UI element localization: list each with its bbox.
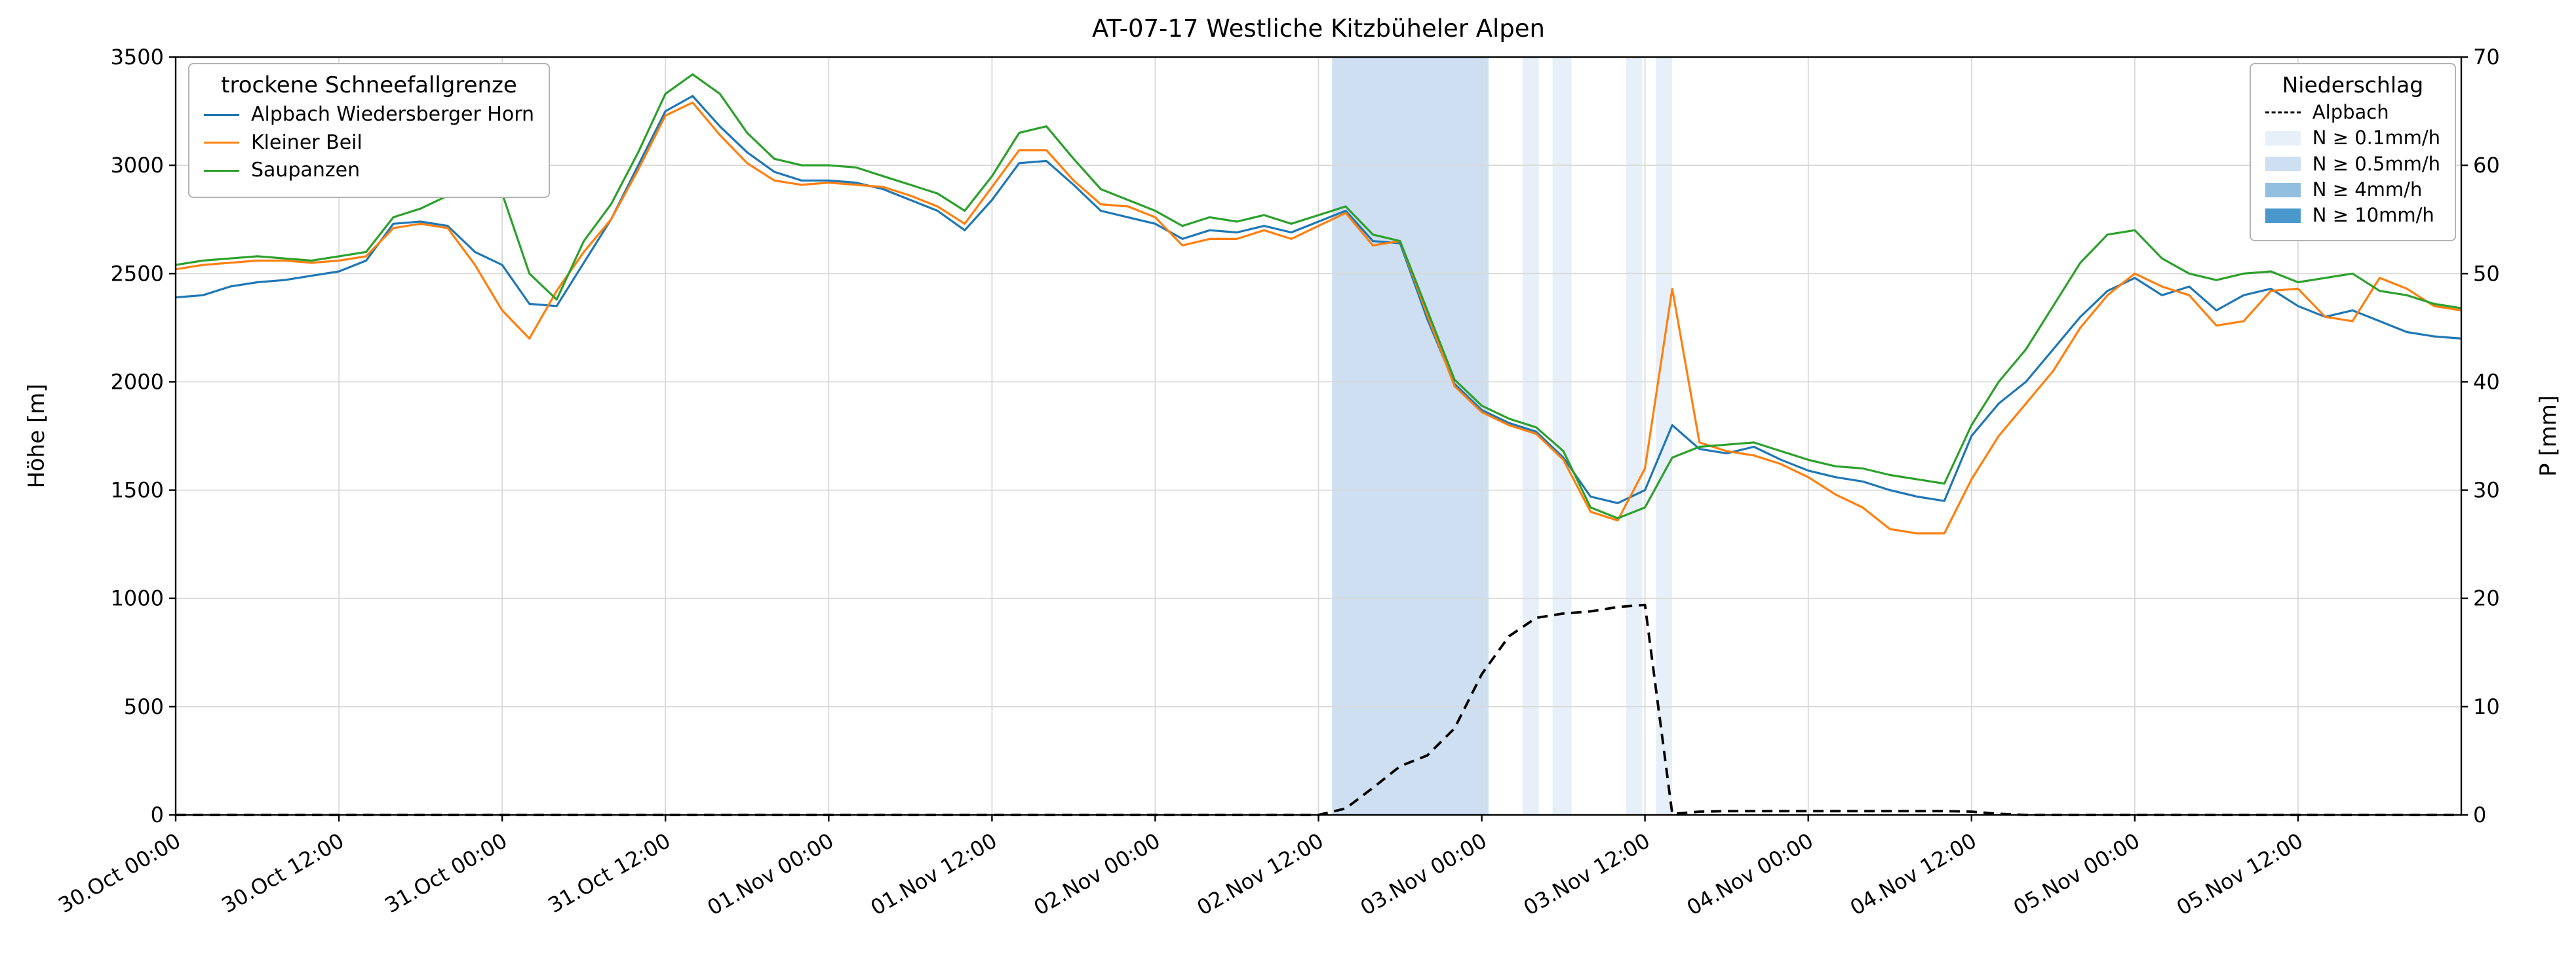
legend-entry: N ≥ 0.1mm/h (2265, 127, 2440, 149)
left-y-tick-label: 0 (151, 802, 164, 827)
left-y-tick-label: 2500 (111, 261, 164, 286)
precip-band (1656, 57, 1673, 815)
x-tick-label: 04.Nov 00:00 (1683, 828, 1818, 920)
legend-label: N ≥ 10mm/h (2312, 204, 2434, 227)
right-y-tick-label: 50 (2473, 261, 2500, 286)
legend-label: N ≥ 4mm/h (2312, 178, 2423, 201)
legend-label: N ≥ 0.1mm/h (2312, 127, 2440, 149)
line-swatch-green (204, 169, 239, 172)
legend-entry: Saupanzen (204, 159, 534, 182)
legend-precipitation: Niederschlag Alpbach N ≥ 0.1mm/h N ≥ 0.5… (2249, 63, 2456, 241)
right-y-tick-label: 40 (2473, 369, 2500, 394)
x-tick-label: 03.Nov 12:00 (1519, 828, 1654, 920)
left-y-tick-label: 2000 (111, 369, 164, 394)
legend-entry: Alpbach Wiedersberger Horn (204, 103, 535, 127)
precip-bands (1332, 57, 1673, 815)
right-y-tick-label: 70 (2473, 45, 2500, 69)
x-tick-label: 01.Nov 00:00 (703, 828, 838, 920)
precip-band (1552, 57, 1572, 815)
legend-label: Alpbach (2312, 101, 2389, 123)
right-y-tick-label: 30 (2473, 478, 2500, 503)
legend-entry: N ≥ 0.5mm/h (2265, 153, 2440, 175)
legend-label: N ≥ 0.5mm/h (2312, 152, 2440, 175)
x-tick-label: 04.Nov 12:00 (1846, 828, 1981, 920)
x-tick-label: 30.Oct 00:00 (54, 828, 185, 918)
line-swatch-blue (204, 113, 239, 116)
left-y-tick-label: 3000 (111, 153, 164, 178)
legend-entry: N ≥ 10mm/h (2265, 205, 2440, 226)
precip-band (1522, 57, 1539, 815)
band-swatch-0-1 (2265, 131, 2301, 146)
dashed-line-swatch (2265, 111, 2301, 114)
chart-title: AT-07-17 Westliche Kitzbüheler Alpen (1091, 14, 1546, 43)
x-tick-label: 31.Oct 00:00 (380, 828, 511, 918)
left-y-tick-label: 1500 (111, 478, 164, 503)
x-tick-label: 05.Nov 12:00 (2172, 828, 2307, 920)
left-y-tick-label: 500 (124, 694, 164, 719)
band-swatch-10 (2265, 208, 2301, 224)
legend-label: Saupanzen (251, 159, 361, 182)
legend-label: Kleiner Beil (251, 130, 362, 154)
right-y-tick-label: 10 (2473, 694, 2500, 719)
x-tick-label: 02.Nov 12:00 (1193, 828, 1328, 920)
legend-snowfall-limit: trockene Schneefallgrenze Alpbach Wieder… (188, 63, 551, 198)
x-tick-label: 03.Nov 00:00 (1356, 828, 1491, 920)
legend-snowfall-title: trockene Schneefallgrenze (221, 72, 517, 98)
x-tick-label: 02.Nov 00:00 (1030, 828, 1165, 920)
x-tick-label: 01.Nov 12:00 (867, 828, 1002, 920)
legend-entry: Kleiner Beil (204, 130, 534, 155)
series-kleiner-beil (175, 101, 2462, 535)
right-y-tick-label: 20 (2473, 586, 2500, 611)
band-swatch-0-5 (2265, 157, 2301, 172)
series-saupanzen (175, 73, 2462, 520)
line-swatch-orange (204, 142, 239, 144)
x-tick-label: 31.Oct 12:00 (544, 828, 675, 918)
legend-entry: N ≥ 4mm/h (2265, 178, 2440, 201)
left-y-tick-label: 1000 (111, 586, 164, 611)
left-y-tick-label: 3500 (111, 45, 164, 69)
series-alpbach-wiedersberger-horn (175, 94, 2462, 505)
precip-band (1626, 57, 1643, 815)
right-y-tick-label: 0 (2473, 802, 2486, 827)
legend-precip-title: Niederschlag (2282, 72, 2424, 98)
band-swatch-4 (2265, 182, 2301, 197)
right-y-tick-label: 60 (2473, 153, 2500, 178)
precip-band (1332, 57, 1489, 815)
x-tick-label: 05.Nov 00:00 (2009, 828, 2144, 920)
gridlines (175, 56, 2461, 816)
legend-label: Alpbach Wiedersberger Horn (251, 103, 535, 126)
x-tick-label: 30.Oct 12:00 (217, 828, 348, 918)
legend-entry: Alpbach (2265, 101, 2440, 123)
